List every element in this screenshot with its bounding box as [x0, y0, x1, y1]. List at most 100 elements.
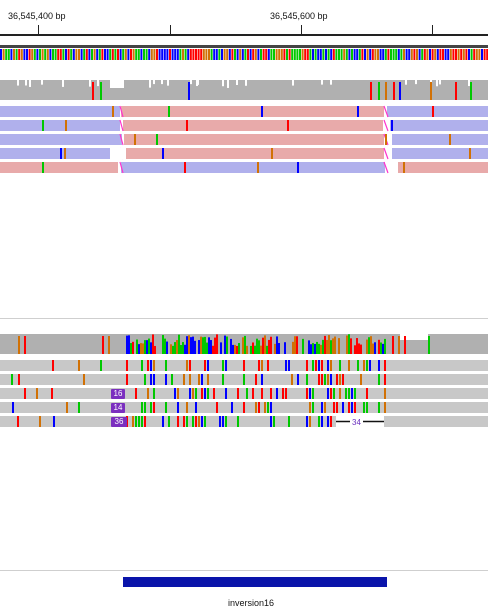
reference-base [278, 49, 281, 60]
reference-base [247, 49, 249, 60]
genome-ruler[interactable]: 36,545,400 bp 36,545,600 bp [0, 0, 488, 46]
coverage-dip [468, 80, 470, 87]
coverage-mismatch-bar [322, 339, 324, 354]
reference-base [119, 49, 122, 60]
coverage-mismatch-bar [324, 335, 326, 354]
coverage-mismatch-bar [252, 342, 254, 354]
reference-base [18, 49, 21, 60]
reference-base [31, 49, 34, 60]
coverage-mismatch-bar [242, 337, 244, 354]
ruler-tick [301, 25, 302, 34]
read-mismatch [261, 360, 263, 371]
read-mismatch [207, 374, 209, 385]
coverage-mismatch-bar [292, 341, 294, 354]
read-mismatch [207, 388, 209, 399]
insertion-badge[interactable]: 14 [111, 403, 125, 413]
read-mismatch [52, 360, 54, 371]
coverage-mismatch-bar [385, 82, 387, 100]
read-mismatch [309, 416, 311, 427]
insertion-badge[interactable]: 16 [111, 389, 125, 399]
read-mismatch [165, 374, 167, 385]
read-mismatch [66, 402, 68, 413]
coverage-mismatch-bar [130, 343, 132, 354]
coverage-mismatch-bar [354, 345, 356, 354]
read-mismatch [321, 416, 323, 427]
insertion-badge[interactable]: 36 [111, 417, 127, 427]
reference-base [28, 49, 31, 60]
read-mismatch [336, 402, 338, 413]
reference-base [267, 49, 270, 60]
read-mismatch [297, 162, 299, 173]
read-mismatch [162, 416, 164, 427]
read-mismatch [273, 416, 275, 427]
reference-base [187, 49, 190, 60]
read-mismatch [378, 374, 380, 385]
coverage-mismatch-bar [244, 335, 246, 354]
reference-base [369, 49, 372, 60]
reference-base [325, 49, 327, 60]
read-mismatch [141, 416, 143, 427]
reference-base [117, 49, 119, 60]
coverage-dip [236, 80, 238, 86]
reference-base [366, 49, 369, 60]
reference-base [239, 49, 242, 60]
read-mismatch [330, 374, 332, 385]
reference-base [270, 49, 273, 60]
split-read-marker [383, 105, 389, 118]
read-mismatch [39, 416, 41, 427]
coverage-track-top[interactable] [0, 80, 488, 102]
alignment-track-top[interactable] [0, 104, 488, 176]
reference-base [234, 49, 236, 60]
read-mismatch [351, 388, 353, 399]
ruler-tick [170, 25, 171, 34]
coverage-mismatch-bar [266, 345, 268, 354]
reference-sequence-track[interactable] [0, 45, 488, 61]
coverage-mismatch-bar [180, 345, 182, 354]
reference-base [49, 49, 52, 60]
coverage-mismatch-bar [236, 345, 238, 354]
read-mismatch [312, 360, 314, 371]
coverage-mismatch-bar [150, 342, 152, 354]
reference-base [88, 49, 91, 60]
aligned-read [0, 162, 118, 173]
coverage-track-bottom[interactable] [0, 334, 488, 356]
reference-base [478, 49, 481, 60]
read-mismatch [261, 374, 263, 385]
reference-base [426, 49, 429, 60]
coverage-mismatch-bar [372, 343, 374, 354]
read-mismatch [327, 360, 329, 371]
reference-base [200, 49, 203, 60]
feature-inversion-bar[interactable] [123, 577, 387, 587]
reference-base [345, 49, 348, 60]
read-mismatch [321, 374, 323, 385]
coverage-dip [222, 80, 224, 87]
read-mismatch [186, 360, 188, 371]
read-mismatch [192, 388, 194, 399]
read-mismatch [243, 374, 245, 385]
read-mismatch [378, 402, 380, 413]
read-mismatch [231, 402, 233, 413]
reference-base [468, 49, 470, 60]
read-mismatch [287, 120, 289, 131]
coverage-mismatch-bar [384, 338, 386, 354]
read-mismatch [171, 374, 173, 385]
reference-base [135, 49, 138, 60]
read-mismatch [225, 388, 227, 399]
reference-base [98, 49, 101, 60]
reference-base [127, 49, 130, 60]
coverage-mismatch-bar [142, 343, 144, 354]
reference-base [236, 49, 239, 60]
coverage-mismatch-bar [254, 345, 256, 354]
coverage-mismatch-bar [188, 335, 190, 354]
reference-base [176, 49, 179, 60]
read-mismatch [153, 402, 155, 413]
read-mismatch [306, 374, 308, 385]
read-mismatch [403, 162, 405, 173]
coverage-dip [400, 334, 428, 340]
read-mismatch [318, 360, 320, 371]
reference-base [221, 49, 223, 60]
reference-base [80, 49, 83, 60]
reference-base [348, 49, 351, 60]
alignment-track-bottom[interactable] [0, 358, 488, 430]
aligned-read [126, 148, 384, 159]
